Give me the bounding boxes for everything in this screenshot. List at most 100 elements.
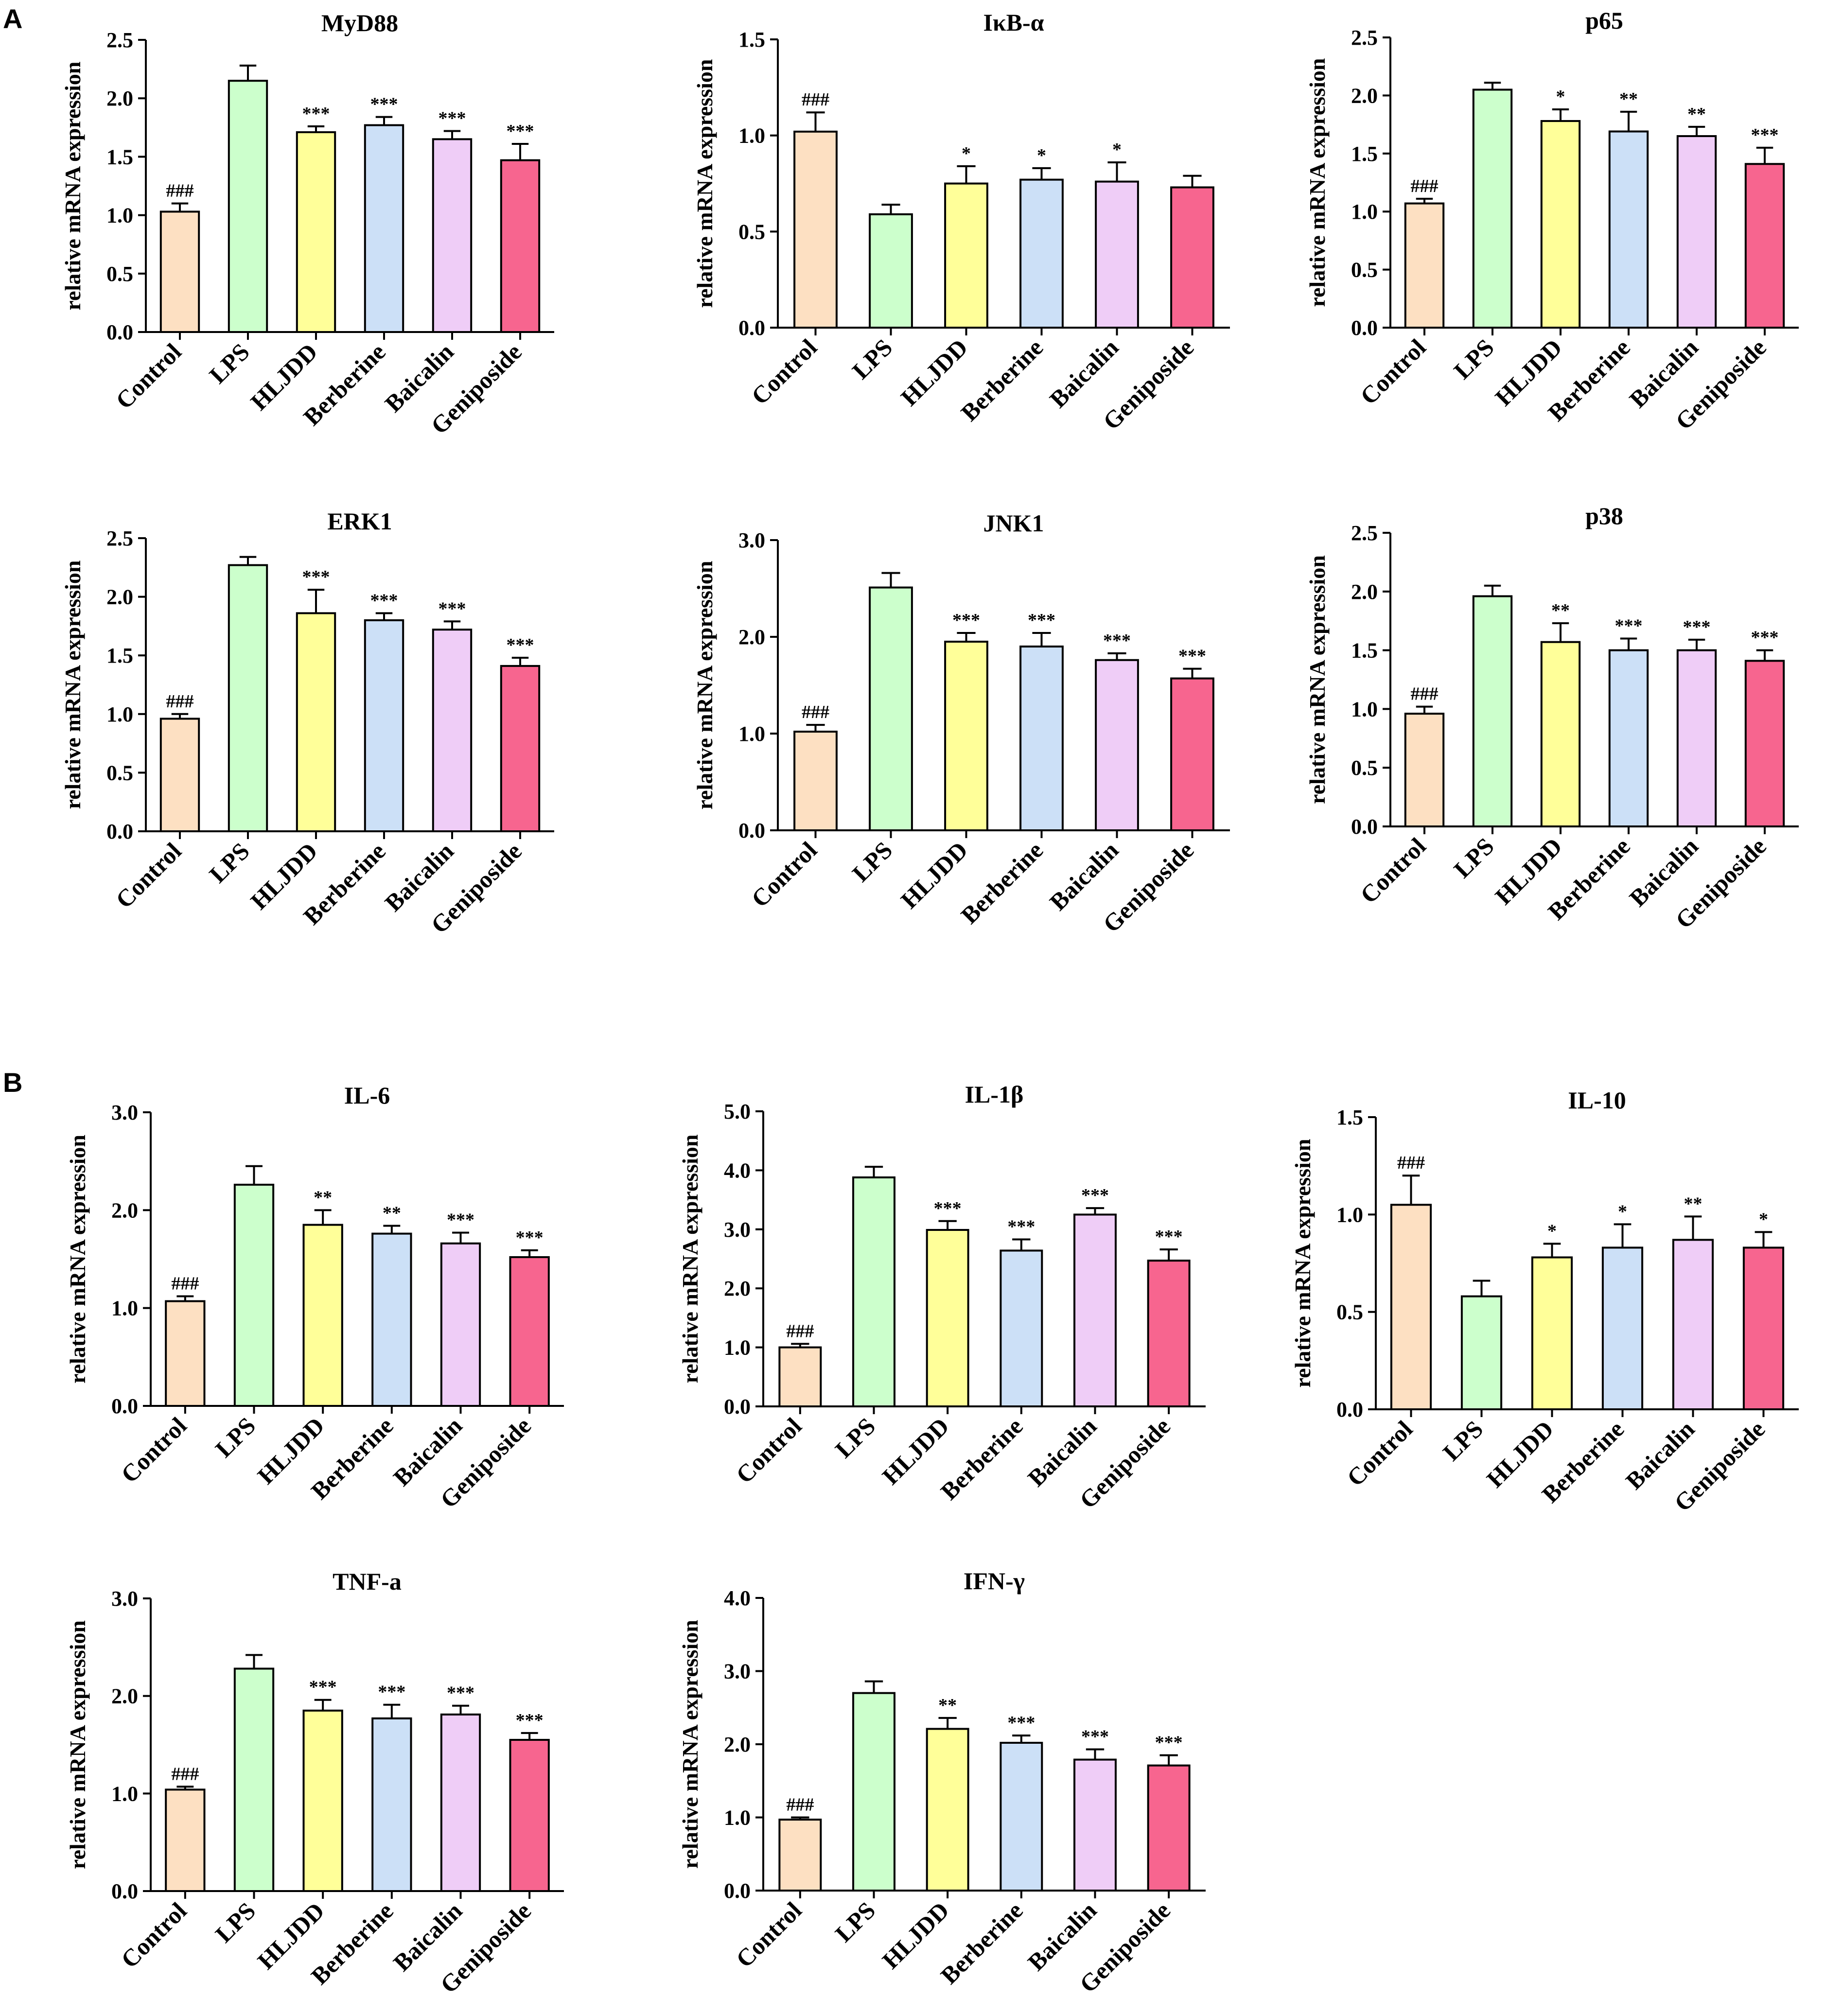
bar-berberine [1608,649,1649,827]
bar-baicalin [1676,649,1717,827]
bar-control [1404,713,1445,827]
category-label: HLJDD [895,333,973,411]
significance-label: *** [507,635,534,655]
y-tick-label: 1.0 [738,722,765,746]
y-tick-label: 4.0 [724,1586,751,1610]
y-tick-label: 1.5 [1336,1105,1363,1129]
y-tick-label: 1.5 [106,145,133,169]
y-tick-label: 2.0 [106,87,133,110]
y-axis-label: relative mRNA expression [678,1620,702,1869]
panel-label-a: A [3,3,22,34]
y-tick-label: 0.0 [111,1879,138,1903]
significance-label: *** [302,567,330,587]
significance-label: ### [802,89,829,110]
y-tick-label: 1.0 [738,124,765,148]
y-axis-label: relative mRNA expression [1290,1139,1315,1388]
bar-baicalin [1095,180,1139,329]
significance-label: ** [1551,600,1570,621]
bar-hljdd [1540,641,1581,827]
bar-lps [228,564,268,832]
bar-hljdd [296,612,336,833]
significance-label: * [1037,145,1046,166]
bar-baicalin [432,629,473,832]
y-tick-label: 0.0 [1351,815,1378,839]
category-label: LPS [204,338,254,388]
bar-berberine [364,124,404,333]
category-label: LPS [210,1412,261,1462]
significance-label: *** [1081,1727,1109,1747]
y-tick-label: 1.5 [1351,142,1378,166]
y-tick-label: 0.0 [738,316,765,340]
y-tick-label: 2.0 [1351,580,1378,604]
bar-berberine [1019,645,1064,832]
chart-title: MyD88 [321,9,398,36]
bar-hljdd [302,1224,343,1407]
y-tick-label: 3.0 [111,1101,138,1124]
category-label: Control [731,1412,807,1489]
bar-hljdd [296,131,336,333]
y-tick-label: 1.0 [111,1782,138,1806]
bar-control [1404,202,1445,329]
bar-control [778,1819,822,1892]
category-label: Control [731,1896,807,1973]
bar-berberine [1000,1741,1043,1892]
y-tick-label: 3.0 [724,1218,751,1242]
y-tick-label: 1.5 [738,28,765,52]
significance-label: *** [1028,610,1055,631]
y-tick-label: 2.0 [724,1733,751,1756]
y-tick-label: 0.5 [1336,1300,1363,1324]
bar-lps [233,1667,275,1892]
bar-lps [233,1183,275,1407]
category-label: Control [1355,333,1431,410]
bar-berberine [1608,130,1649,329]
significance-label: *** [447,1683,474,1703]
significance-label: *** [447,1210,474,1230]
chart-6: IL-6 0.0 1.0 2.0 3.0 relative mRNA expression… [65,1082,564,1513]
bar-berberine [1601,1246,1644,1411]
category-label: Control [116,1897,192,1973]
y-tick-label: 2.5 [1351,521,1378,545]
bar-berberine [1019,178,1064,329]
bar-lps [1472,595,1513,827]
y-tick-label: 0.0 [1351,316,1378,340]
significance-label: * [1556,87,1565,107]
significance-label: *** [1007,1216,1035,1237]
bar-berberine [364,619,404,832]
y-tick-label: 3.0 [724,1660,751,1683]
chart-title: IL-1β [965,1081,1024,1108]
y-axis-label: relative mRNA expression [1305,555,1330,804]
category-label: LPS [1448,333,1499,384]
y-tick-label: 0.5 [106,761,133,785]
significance-label: *** [1103,631,1131,651]
category-label: Control [110,338,187,414]
y-tick-label: 0.0 [106,820,133,843]
bar-geniposide [509,1256,550,1407]
y-tick-label: 2.0 [724,1277,751,1300]
significance-label: ### [171,1274,199,1294]
category-label: Control [1341,1415,1418,1491]
significance-label: *** [516,1710,544,1731]
y-tick-label: 3.0 [738,528,765,552]
chart-title: ERK1 [327,508,392,535]
y-tick-label: 1.5 [106,644,133,667]
y-tick-label: 1.0 [111,1297,138,1320]
y-tick-label: 4.0 [724,1158,751,1182]
chart-title: JNK1 [983,509,1044,537]
bar-lps [852,1692,895,1892]
bar-control [159,718,200,832]
significance-label: ** [1684,1193,1702,1214]
chart-5: p38 0.0 0.5 1.0 1.5 2.0 2.5 relative mRNA expre… [1305,502,1799,934]
y-axis-label: relative mRNA expression [60,62,85,311]
significance-label: *** [439,108,466,129]
chart-7: IL-1β 0.0 1.0 2.0 3.0 4.0 5.0 relative mRNA exp… [678,1081,1206,1514]
chart-title: p38 [1585,502,1623,529]
bar-geniposide [500,159,541,333]
category-label: LPS [847,836,897,887]
significance-label: *** [370,590,398,611]
bar-geniposide [1147,1764,1191,1892]
significance-label: ** [1619,89,1638,109]
y-tick-label: 1.0 [106,204,133,228]
y-tick-label: 1.0 [724,1806,751,1830]
charts-container: MyD88 0.0 0.5 1.0 1.5 2.0 2.5 relative mRNA exp… [60,7,1799,1998]
significance-label: *** [1081,1185,1109,1206]
